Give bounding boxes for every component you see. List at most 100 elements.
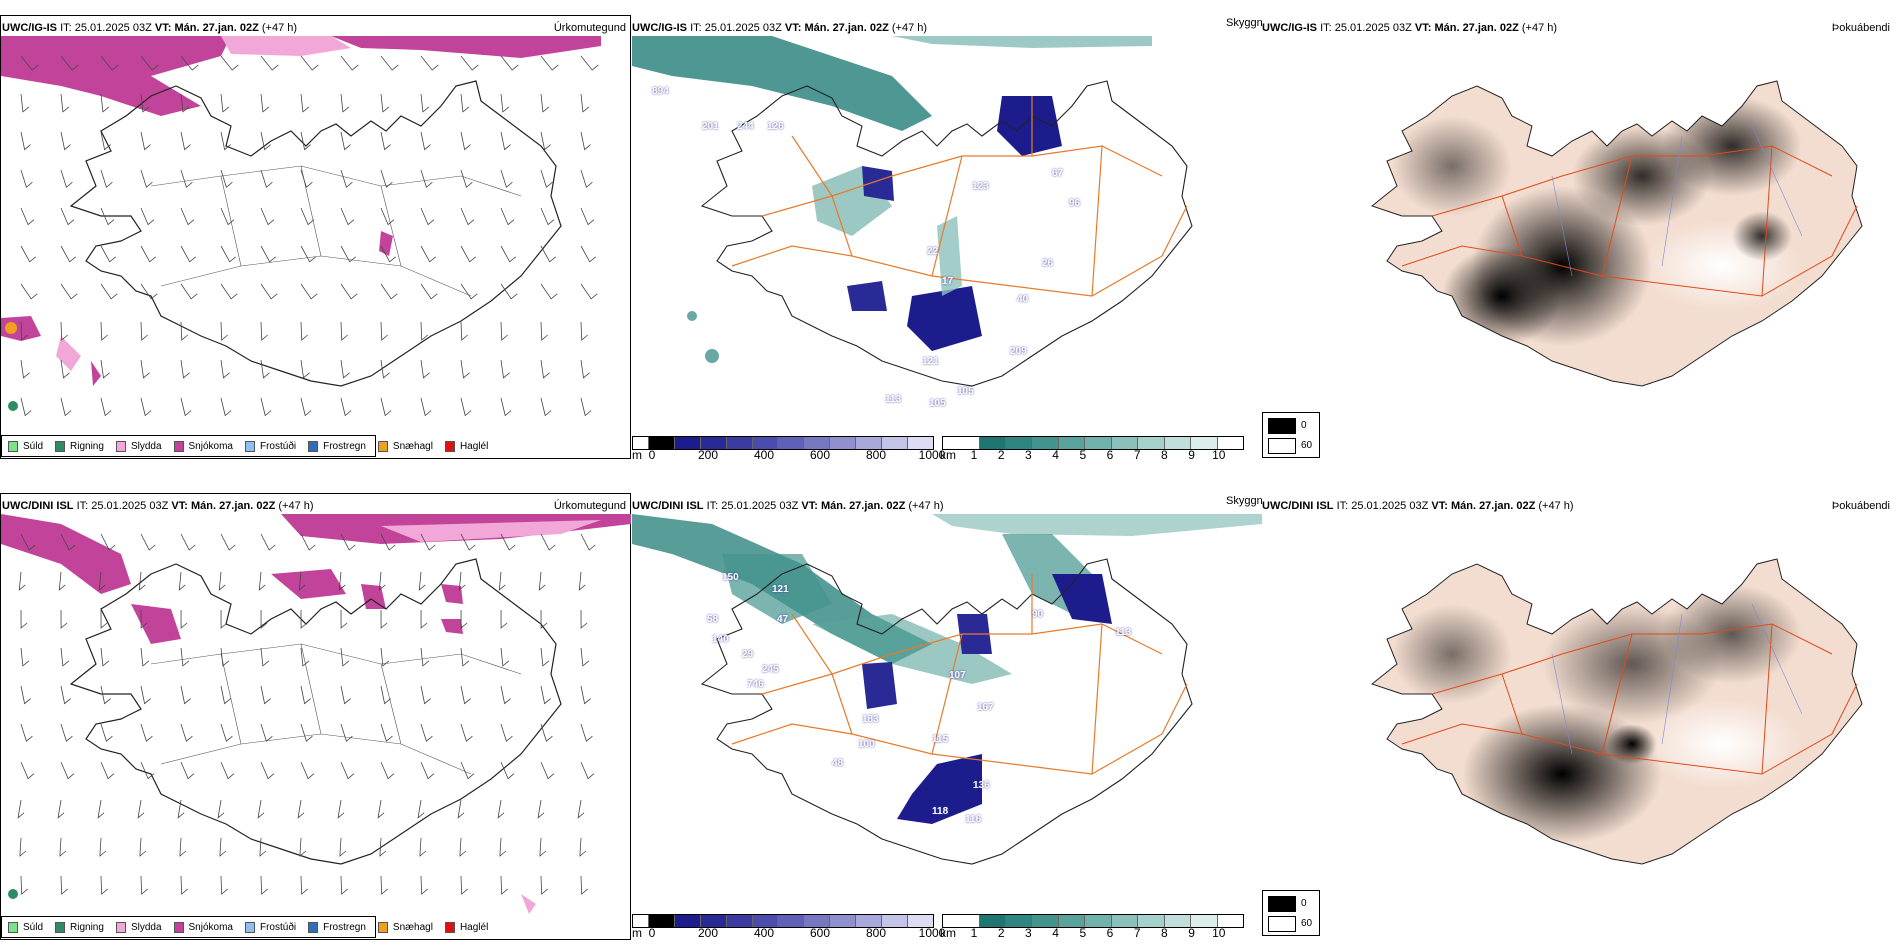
wind-barb xyxy=(220,533,236,551)
visibility-value-label: 121 xyxy=(922,356,939,367)
wind-barb xyxy=(499,837,507,857)
legend-item: Frostúði xyxy=(244,921,296,933)
legend-swatch xyxy=(377,440,388,452)
visibility-value-label: 209 xyxy=(1010,346,1027,357)
wind-barb xyxy=(140,685,151,705)
legend-label: Slydda xyxy=(130,440,162,452)
colorbar-segment xyxy=(882,915,909,927)
colorbar-tick: 3 xyxy=(1025,448,1032,462)
model-name: UWC/IG-IS xyxy=(632,22,687,34)
wind-barb xyxy=(580,169,593,188)
roads xyxy=(731,574,1188,775)
it-value: 25.01.2025 03Z xyxy=(1334,22,1412,34)
legend-item: Rigning xyxy=(55,440,104,452)
it-label: IT: xyxy=(1336,500,1349,512)
wind-barb xyxy=(60,245,76,263)
wind-barb xyxy=(140,245,156,263)
wind-barb xyxy=(580,207,595,226)
wind-barb xyxy=(300,761,315,780)
legend-item: Snjókoma xyxy=(173,921,233,933)
panel-frame xyxy=(0,15,631,459)
fog-index-field xyxy=(1392,584,1802,844)
wind-barb xyxy=(100,207,115,226)
wind-barb xyxy=(60,761,75,780)
wind-barb xyxy=(140,321,148,341)
wind-barb xyxy=(340,533,356,551)
visibility-panel-row1: UWC/IG-IS IT: 25.01.2025 03Z VT: Mán. 27… xyxy=(632,0,1262,470)
vt-label: VT: xyxy=(784,22,802,34)
colorbar-segment xyxy=(752,437,779,449)
precip-map xyxy=(1,36,601,417)
precip-type-panel-row2: UWC/DINI ISL IT: 25.01.2025 03Z VT: Mán.… xyxy=(0,478,632,950)
wind-barb xyxy=(340,55,359,71)
fog-legend-swatch xyxy=(1268,916,1296,932)
visibility-value-label: 894 xyxy=(652,86,669,97)
fog-index-panel-row1: UWC/IG-IS IT: 25.01.2025 03Z VT: Mán. 27… xyxy=(1262,0,1900,470)
wind-barb xyxy=(420,397,432,417)
wind-barb xyxy=(500,169,513,188)
legend-item: Snæhagl xyxy=(377,921,433,933)
wind-barb xyxy=(500,647,510,667)
low-visibility-areas xyxy=(632,514,1262,824)
wind-barb xyxy=(500,397,512,417)
wind-barb xyxy=(420,761,435,780)
it-value: 25.01.2025 03Z xyxy=(721,500,799,512)
visibility-value-label: 115 xyxy=(932,734,949,745)
wind-barb xyxy=(539,837,547,857)
visibility-colorbar xyxy=(942,914,1244,928)
wind-barb xyxy=(220,207,235,226)
colorbar-segment xyxy=(633,437,649,449)
wind-barb xyxy=(340,93,350,113)
roads xyxy=(1401,623,1858,775)
colorbar-tick: 4 xyxy=(1052,926,1059,940)
wind-barb xyxy=(300,55,319,71)
wind-barb xyxy=(17,799,25,819)
roads xyxy=(731,96,1188,297)
fog-index-map xyxy=(1371,558,1863,865)
precip-map xyxy=(1,514,631,914)
wind-barb xyxy=(500,131,511,151)
wind-barb xyxy=(220,321,228,341)
wind-barb xyxy=(498,571,506,591)
wind-barb xyxy=(458,571,466,591)
precip-legend: Súld Rigning Slydda Snjókoma Frostúði Frostre… xyxy=(1,916,488,938)
wind-barb xyxy=(60,207,75,226)
wind-barb xyxy=(380,647,390,667)
wind-barb xyxy=(140,169,153,188)
wind-barb xyxy=(380,875,388,895)
wind-barb xyxy=(460,93,470,113)
colorbar-tick: 1 xyxy=(970,448,978,462)
fog-legend-label: 60 xyxy=(1301,440,1313,451)
wind-barb xyxy=(300,207,315,226)
it-value: 25.01.2025 03Z xyxy=(74,22,152,34)
wind-barb xyxy=(220,397,232,417)
wind-barb xyxy=(260,207,275,226)
wind-barb xyxy=(540,533,556,551)
wind-barb xyxy=(60,397,72,417)
colorbar-segment xyxy=(1111,437,1139,449)
wind-barb xyxy=(180,875,188,895)
wind-barb xyxy=(99,837,107,857)
wind-barb xyxy=(378,571,386,591)
colorbar-tick: 10 xyxy=(1212,926,1226,940)
legend-label: Rigning xyxy=(70,921,104,933)
colorbar-segment xyxy=(1138,437,1165,449)
colorbar-segment xyxy=(726,915,753,927)
wind-barb xyxy=(420,93,430,113)
wind-barb xyxy=(60,131,71,151)
wind-barb xyxy=(420,723,433,742)
visibility-map xyxy=(632,36,1193,387)
wind-barb xyxy=(418,571,426,591)
it-label: IT: xyxy=(1320,22,1332,34)
legend-label: Haglél xyxy=(459,921,489,933)
visibility-value-label: 58 xyxy=(707,614,719,625)
colorbar-tick: 6 xyxy=(1106,926,1114,940)
wind-barb xyxy=(177,799,185,819)
legend-swatch xyxy=(308,440,319,452)
wind-barb xyxy=(220,169,233,188)
wind-barb xyxy=(540,93,550,113)
colorbar-tick: 600 xyxy=(809,926,831,940)
legend-item: Slydda xyxy=(115,440,162,452)
panel-title: UWC/DINI ISL IT: 25.01.2025 03Z VT: Mán.… xyxy=(632,500,944,513)
visibility-value-label: 245 xyxy=(762,664,779,675)
